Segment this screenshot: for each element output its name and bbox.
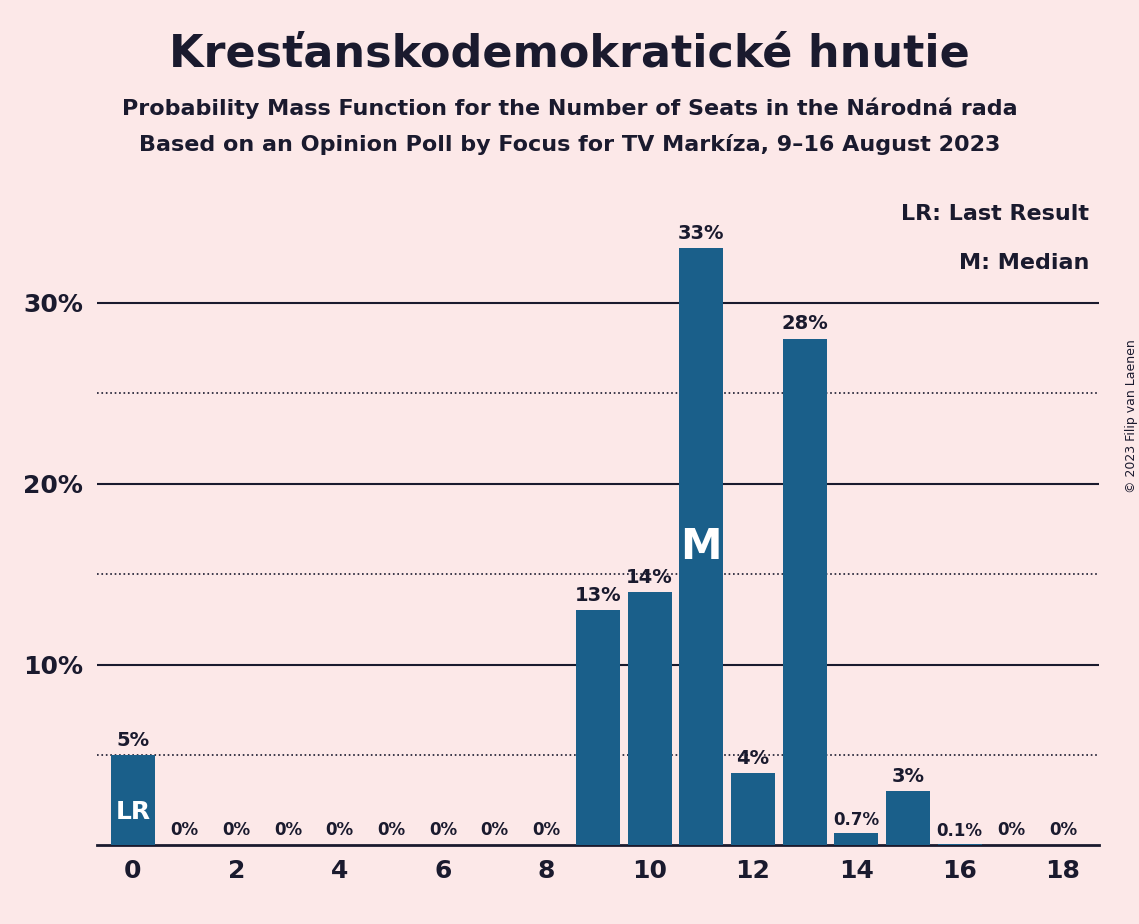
Text: Based on an Opinion Poll by Focus for TV Markíza, 9–16 August 2023: Based on an Opinion Poll by Focus for TV… (139, 134, 1000, 155)
Bar (731, 773, 775, 845)
Text: Kresťanskodemokratické hnutie: Kresťanskodemokratické hnutie (169, 32, 970, 76)
Text: 5%: 5% (116, 731, 149, 749)
Text: 0%: 0% (377, 821, 405, 839)
Text: 4%: 4% (737, 748, 770, 768)
Text: 0%: 0% (326, 821, 354, 839)
Text: 0%: 0% (429, 821, 457, 839)
Text: 0%: 0% (273, 821, 302, 839)
Text: M: Median: M: Median (959, 252, 1089, 273)
Text: 13%: 13% (575, 586, 621, 605)
Text: Probability Mass Function for the Number of Seats in the Národná rada: Probability Mass Function for the Number… (122, 97, 1017, 118)
Bar (110, 755, 155, 845)
Bar (886, 791, 929, 845)
Text: © 2023 Filip van Laenen: © 2023 Filip van Laenen (1124, 339, 1138, 492)
Text: 3%: 3% (892, 767, 925, 785)
Text: M: M (681, 526, 722, 568)
Text: 28%: 28% (781, 314, 828, 334)
Text: 0%: 0% (481, 821, 509, 839)
Bar (937, 844, 982, 845)
Text: 14%: 14% (626, 567, 673, 587)
Text: 0.1%: 0.1% (936, 822, 983, 840)
Text: 0%: 0% (1049, 821, 1077, 839)
Bar (835, 833, 878, 845)
Text: LR: LR (115, 800, 150, 824)
Text: 0%: 0% (171, 821, 198, 839)
Text: 0%: 0% (998, 821, 1025, 839)
Bar (576, 610, 620, 845)
Text: 0.7%: 0.7% (834, 811, 879, 829)
Bar (628, 592, 672, 845)
Text: LR: Last Result: LR: Last Result (901, 204, 1089, 224)
Bar (782, 339, 827, 845)
Text: 0%: 0% (532, 821, 560, 839)
Text: 0%: 0% (222, 821, 251, 839)
Bar (679, 249, 723, 845)
Text: 33%: 33% (678, 224, 724, 243)
